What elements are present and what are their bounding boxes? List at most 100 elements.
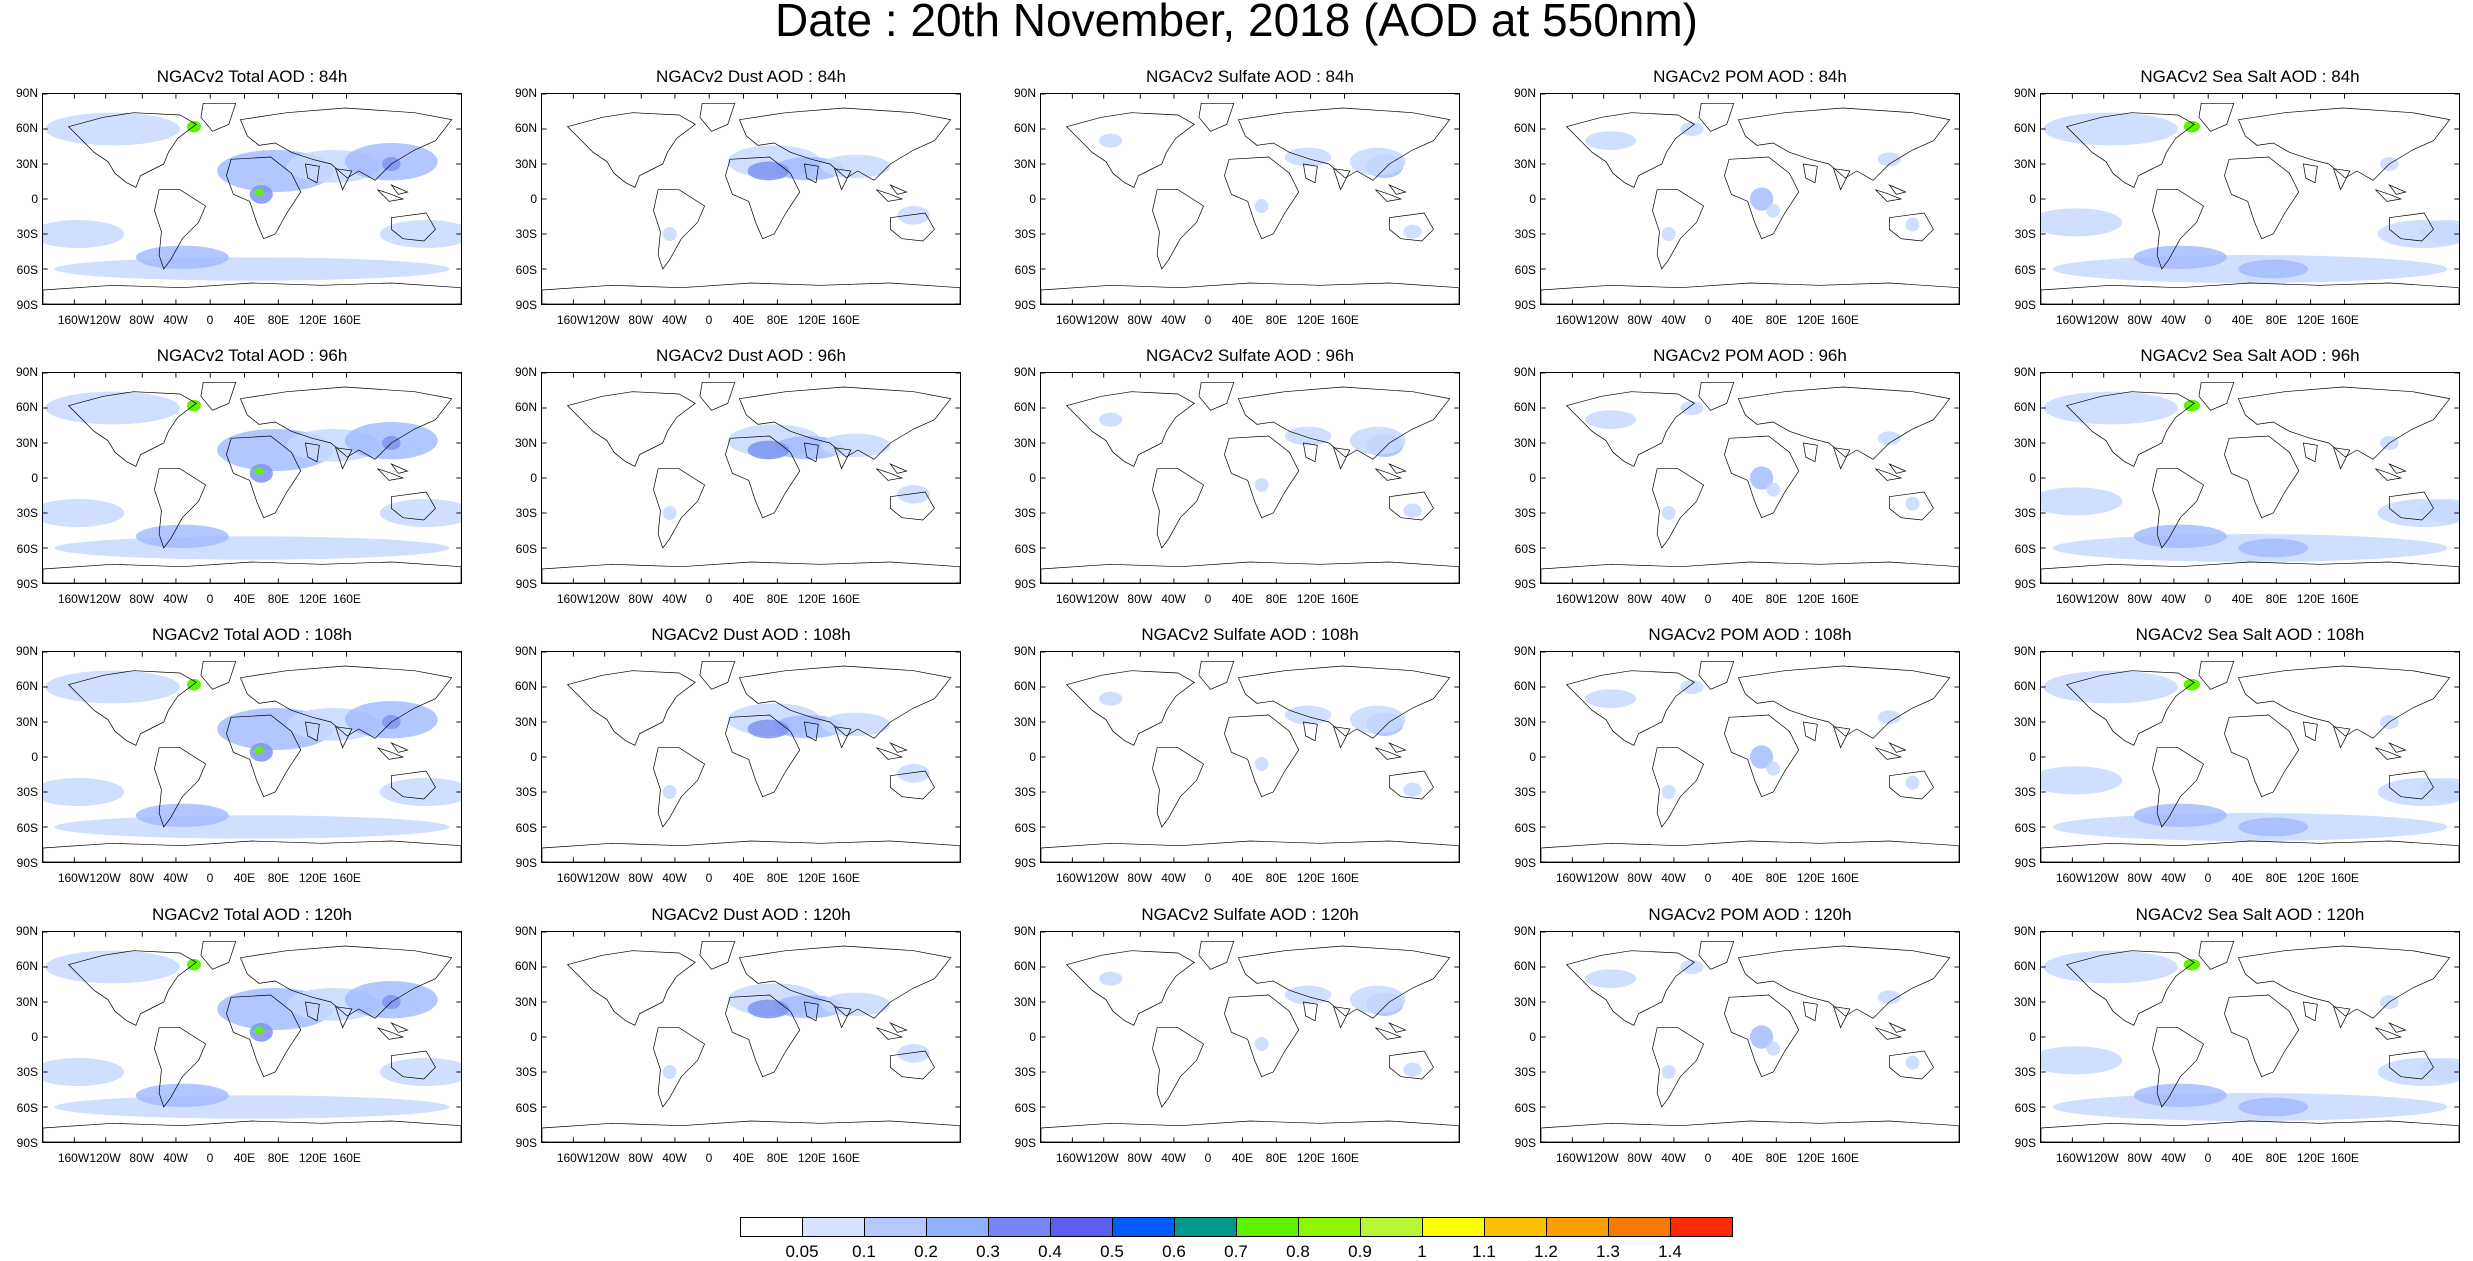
lon-label: 160E (831, 871, 860, 885)
aod-shade-2 (820, 154, 891, 178)
aod-shade-11 (254, 746, 264, 754)
lat-label: 90N (2013, 365, 2036, 379)
lat-label: 30N (2013, 435, 2036, 450)
aod-shade-4 (1403, 1062, 1422, 1077)
aod-shade-4 (1877, 710, 1901, 725)
lon-label: 80W (628, 313, 654, 327)
lon-label: 160E (1830, 592, 1859, 606)
lat-label: 30N (2013, 714, 2036, 729)
aod-shade-6 (43, 220, 125, 248)
lat-label: 60N (1013, 679, 1036, 694)
coastline-3 (1224, 435, 1300, 519)
lat-label: 60S (515, 541, 537, 556)
lon-label: 80E (1765, 592, 1788, 606)
coastline-3 (2224, 714, 2300, 798)
coastline-7 (1388, 1050, 1434, 1080)
lon-label: 40W (163, 871, 188, 885)
coastline-7 (390, 491, 436, 521)
world-map (43, 373, 461, 583)
aod-shade-6 (1661, 506, 1676, 520)
aod-shade-0 (1585, 969, 1637, 988)
lat-label: 30N (514, 714, 537, 729)
lon-label: 120W (1087, 871, 1119, 885)
lat-label: 60N (15, 959, 38, 974)
coastline-6 (2375, 1022, 2407, 1040)
aod-shade-2 (2133, 524, 2227, 548)
lat-label: 90S (1514, 1136, 1536, 1150)
aod-shade-6 (2183, 399, 2201, 412)
lat-label: 30S (16, 227, 38, 242)
aod-shade-7 (379, 220, 461, 248)
coastline-7 (889, 770, 935, 800)
coastline-3 (1724, 435, 1800, 519)
coastline-7 (889, 212, 935, 242)
lon-label: 40E (2231, 1151, 2254, 1165)
lon-label: 40W (1661, 313, 1686, 327)
world-map (43, 94, 461, 304)
lat-label: 30N (1013, 714, 1036, 729)
lat-label: 30S (1014, 1065, 1036, 1080)
panel-title: NGACv2 Total AOD : 84h (156, 67, 348, 86)
colorbar-label: 0.3 (976, 1242, 1000, 1261)
coastline-5 (803, 163, 852, 191)
panel-title: NGACv2 Total AOD : 96h (156, 346, 348, 365)
aod-shade-2 (1750, 187, 1774, 211)
lon-label: 160W (57, 1151, 90, 1165)
lon-label: 80W (2127, 1151, 2153, 1165)
lon-label: 40E (1231, 313, 1254, 327)
coastline-2 (1152, 747, 1204, 828)
lat-label: 90S (1014, 577, 1036, 591)
aod-shade-3 (747, 440, 790, 460)
coastline-5 (803, 721, 852, 749)
colorbar-label: 0.4 (1038, 1242, 1062, 1261)
panel-title: NGACv2 Sea Salt AOD : 96h (2140, 346, 2360, 365)
coastline-4 (1237, 107, 1451, 181)
lat-label: 60S (16, 541, 38, 556)
aod-shade-4 (1403, 503, 1422, 518)
coastline-5 (2302, 1001, 2351, 1029)
coastline-1 (2198, 102, 2235, 132)
lon-label: 0 (1204, 592, 1212, 606)
coastline-8 (1041, 561, 1459, 583)
lon-label: 0 (2204, 592, 2212, 606)
coastline-7 (2388, 491, 2434, 521)
lon-label: 120W (89, 871, 121, 885)
colorbar-label: 0.05 (785, 1242, 819, 1261)
aod-shade-1 (1349, 705, 1406, 734)
aod-shade-4 (1403, 782, 1422, 797)
lon-label: 80W (129, 313, 155, 327)
coastline-8 (2041, 282, 2459, 304)
lon-label: 160E (2330, 592, 2359, 606)
colorbar-box-8 (1236, 1217, 1299, 1237)
lat-label: 90N (514, 924, 537, 938)
lon-label: 40W (1161, 313, 1186, 327)
lon-label: 0 (1204, 871, 1212, 885)
lon-label: 160W (57, 313, 90, 327)
coastline-8 (542, 1120, 960, 1142)
coastline-5 (2302, 442, 2351, 470)
lon-label: 80W (2127, 313, 2153, 327)
coastline-2 (2152, 1027, 2204, 1108)
world-map (1041, 373, 1459, 583)
lat-label: 90N (1013, 644, 1036, 658)
panel-title: NGACv2 POM AOD : 96h (1653, 346, 1847, 365)
lon-label: 80W (1127, 592, 1153, 606)
coastline-7 (2388, 1050, 2434, 1080)
aod-shade-5 (1254, 1037, 1269, 1051)
coastline-4 (738, 107, 952, 181)
lon-label: 160W (1055, 313, 1088, 327)
map-frame (1040, 93, 1460, 305)
lat-label: 90N (1013, 365, 1036, 379)
lat-label: 90S (2014, 1136, 2036, 1150)
lon-label: 80W (628, 592, 654, 606)
lon-label: 160W (2055, 871, 2088, 885)
lat-label: 30S (16, 506, 38, 521)
lon-label: 120E (1296, 871, 1325, 885)
lon-label: 0 (206, 871, 214, 885)
lon-label: 160E (332, 1151, 361, 1165)
coastline-4 (738, 386, 952, 460)
lat-label: 60S (16, 1100, 38, 1115)
lon-label: 40E (1231, 592, 1254, 606)
coastline-6 (876, 1022, 908, 1040)
lon-label: 80E (1765, 871, 1788, 885)
